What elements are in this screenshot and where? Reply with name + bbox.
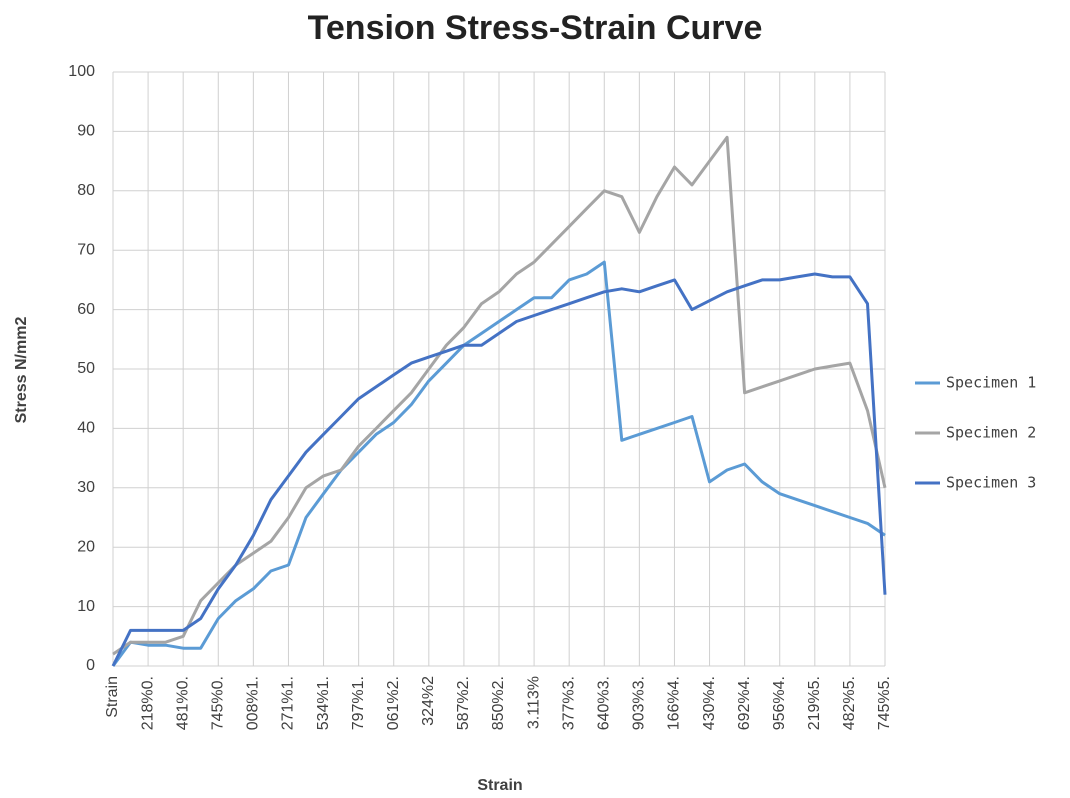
x-tick-label: 218%0. — [139, 676, 156, 730]
chart-title: Tension Stress-Strain Curve — [308, 9, 763, 47]
x-tick-label: 797%1. — [350, 676, 367, 730]
y-tick-label: 30 — [77, 479, 95, 496]
legend-label: Specimen 3 — [946, 474, 1036, 492]
y-tick-label: 90 — [77, 123, 95, 140]
x-tick-label: 219%5. — [806, 676, 823, 730]
x-tick-label: 008%1. — [245, 676, 262, 730]
x-tick-label: 324%2 — [420, 676, 437, 726]
x-tick-label: 061%2. — [385, 676, 402, 730]
series-line — [111, 272, 887, 667]
x-tick-label: 640%3. — [595, 676, 612, 730]
series-line — [112, 135, 887, 656]
legend-label: Specimen 1 — [946, 374, 1036, 392]
x-tick-label: 587%2. — [455, 676, 472, 730]
x-tick-label: 166%4. — [666, 676, 683, 730]
y-tick-label: 10 — [77, 598, 95, 615]
x-tick-label: 745%5. — [876, 676, 893, 730]
x-tick-label: 481%0. — [174, 676, 191, 730]
x-tick-label: 3.113% — [525, 676, 542, 729]
x-tick-label: 956%4. — [771, 676, 788, 730]
y-tick-label: 60 — [77, 301, 95, 318]
series-line — [111, 260, 886, 667]
x-tick-label: 377%3. — [560, 676, 577, 730]
y-tick-label: 100 — [68, 63, 95, 80]
y-tick-label: 50 — [77, 360, 95, 377]
y-tick-label: 40 — [77, 420, 95, 437]
x-tick-label: 534%1. — [315, 676, 332, 730]
x-tick-label: 430%4. — [701, 676, 718, 730]
legend-label: Specimen 2 — [946, 424, 1036, 442]
y-axis-title: Stress N/mm2 — [13, 317, 30, 424]
x-tick-label: 903%3. — [631, 676, 648, 730]
x-tick-label: 692%4. — [736, 676, 753, 730]
x-tick-label: 271%1. — [280, 676, 297, 730]
x-tick-label: 850%2. — [490, 676, 507, 730]
x-tick-label: 482%5. — [841, 676, 858, 730]
y-tick-label: 80 — [77, 182, 95, 199]
y-tick-label: 20 — [77, 538, 95, 555]
x-tick-label: 745%0. — [209, 676, 226, 730]
y-tick-label: 0 — [86, 657, 95, 674]
y-tick-label: 70 — [77, 241, 95, 258]
x-axis-title: Strain — [477, 777, 522, 794]
x-tick-label: Strain — [104, 676, 121, 718]
